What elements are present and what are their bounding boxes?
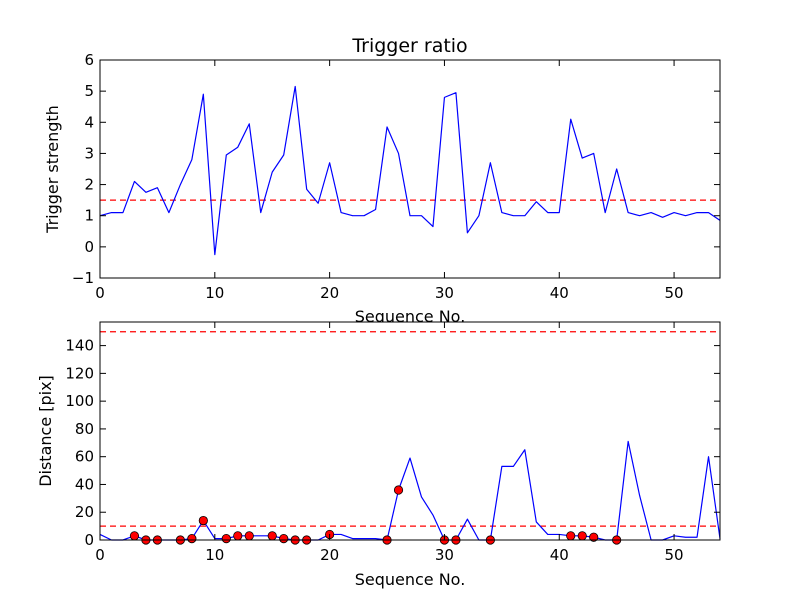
data-point-marker <box>129 531 140 541</box>
x-axis-label: Sequence No. <box>355 570 466 589</box>
data-point-marker <box>198 515 208 526</box>
y-tick-label: 5 <box>84 82 94 100</box>
y-tick-label: 60 <box>75 448 94 466</box>
y-axis-label: Distance [pix] <box>36 375 55 487</box>
x-axis-label: Sequence No. <box>355 307 466 326</box>
y-tick-label: 100 <box>65 392 94 410</box>
data-point-marker <box>244 531 254 541</box>
chart-title: Trigger ratio <box>351 35 467 57</box>
x-tick-label: 10 <box>205 546 224 564</box>
plot-area <box>100 322 720 540</box>
data-point-marker <box>393 485 404 495</box>
plot-area <box>100 60 720 278</box>
y-axis-label: Trigger strength <box>43 105 62 234</box>
x-tick-label: 20 <box>320 546 339 564</box>
data-point-marker <box>279 534 289 544</box>
y-tick-label: −1 <box>72 269 94 287</box>
distance-panel: 0 10 20 30 40 50 0 20 40 60 80 100 120 140 Sequence N… <box>36 321 721 589</box>
data-point-marker <box>566 531 576 541</box>
series-line <box>99 85 721 256</box>
x-tick-label: 10 <box>205 284 224 302</box>
x-tick-label: 0 <box>95 546 105 564</box>
y-tick-label: 20 <box>75 503 94 521</box>
data-point-marker <box>267 531 277 541</box>
y-tick-label: 40 <box>75 475 94 493</box>
x-tick-label: 40 <box>550 546 569 564</box>
y-tick-label: 4 <box>84 113 94 131</box>
y-tick-label: 0 <box>84 531 94 549</box>
data-point-marker <box>187 534 197 544</box>
axes-frame <box>99 321 721 541</box>
y-tick-label: 80 <box>75 420 94 438</box>
y-tick-label: 6 <box>84 51 94 69</box>
x-tick-label: 40 <box>550 284 569 302</box>
x-tick-label: 30 <box>435 284 454 302</box>
data-point-marker <box>589 532 599 542</box>
x-tick-label: 20 <box>320 284 339 302</box>
x-tick-label: 50 <box>665 546 684 564</box>
y-tick-label: 2 <box>84 176 94 194</box>
y-tick-label: 140 <box>65 337 94 355</box>
axes-frame <box>99 59 721 279</box>
y-tick-label: 1 <box>84 207 94 225</box>
data-point-marker <box>221 534 231 544</box>
y-tick-label: 120 <box>65 364 94 382</box>
x-tick-label: 0 <box>95 284 105 302</box>
data-point-marker <box>233 531 243 541</box>
x-tick-label: 50 <box>665 284 684 302</box>
data-point-marker <box>577 531 587 541</box>
y-tick-label: 3 <box>84 144 94 162</box>
x-tick-label: 30 <box>435 546 454 564</box>
y-tick-label: 0 <box>84 238 94 256</box>
